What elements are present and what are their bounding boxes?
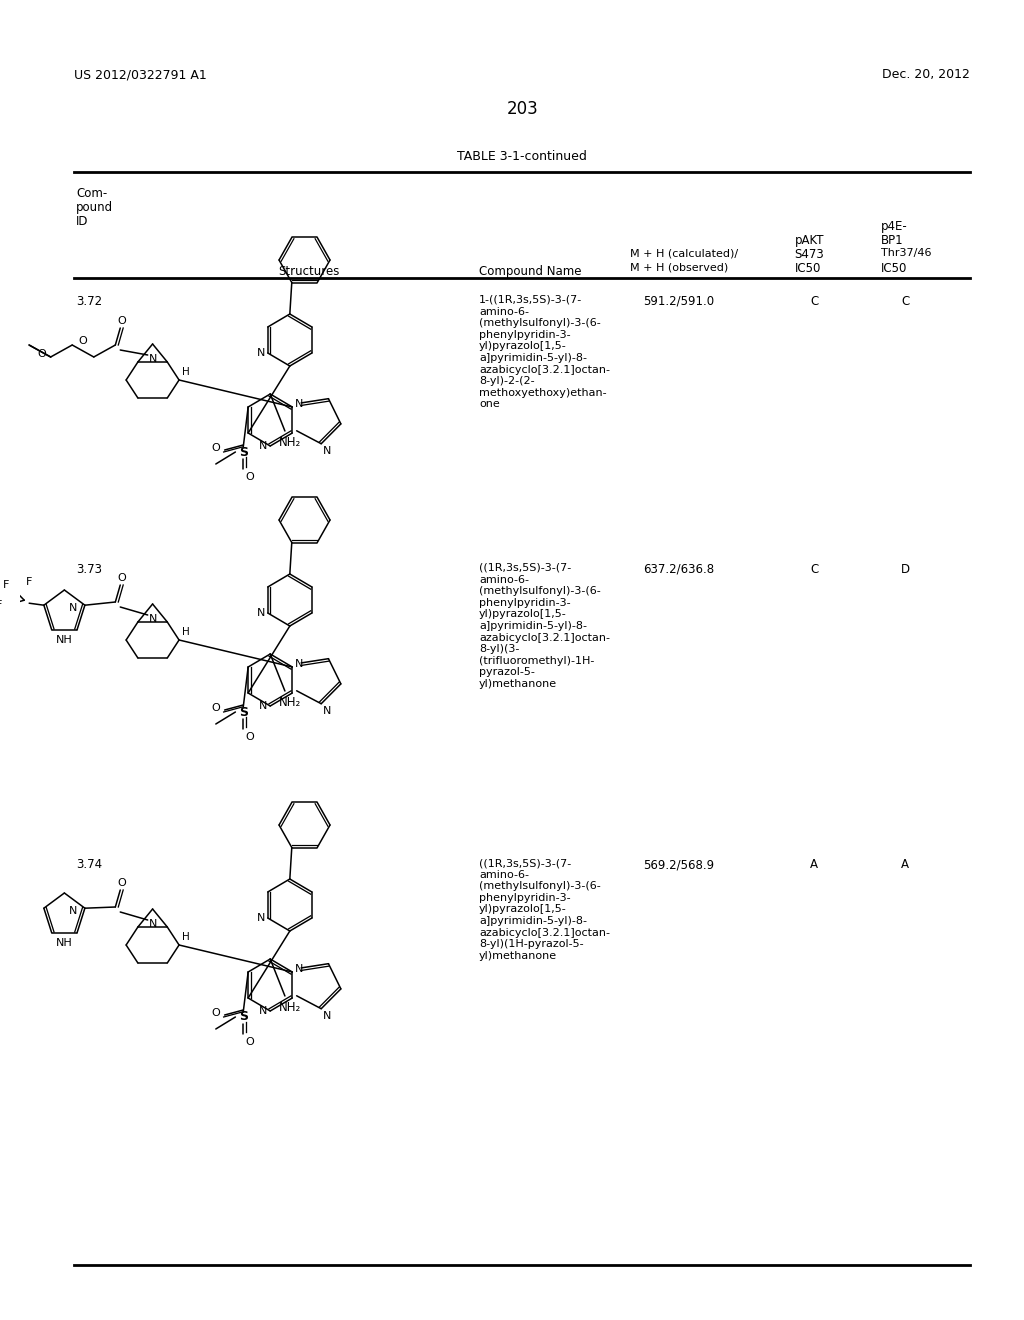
Text: N: N	[148, 614, 157, 624]
Text: N: N	[324, 706, 332, 715]
Text: 3.72: 3.72	[76, 294, 102, 308]
Text: N: N	[69, 907, 77, 916]
Text: O: O	[211, 704, 220, 713]
Text: N: N	[259, 701, 267, 711]
Text: 1-((1R,3s,5S)-3-(7-
amino-6-
(methylsulfonyl)-3-(6-
phenylpyridin-3-
yl)pyrazolo: 1-((1R,3s,5S)-3-(7- amino-6- (methylsulf…	[479, 294, 610, 409]
Text: NH₂: NH₂	[279, 436, 301, 449]
Text: S: S	[239, 1011, 248, 1023]
Text: F: F	[26, 577, 33, 587]
Text: O: O	[118, 878, 127, 888]
Text: O: O	[245, 733, 254, 742]
Text: 3.73: 3.73	[76, 564, 102, 576]
Text: N: N	[256, 348, 265, 358]
Text: M + H (calculated)/: M + H (calculated)/	[630, 248, 738, 257]
Text: N: N	[259, 441, 267, 451]
Text: IC50: IC50	[881, 261, 907, 275]
Text: C: C	[901, 294, 909, 308]
Text: S: S	[239, 705, 248, 718]
Text: 203: 203	[506, 100, 538, 117]
Text: N: N	[69, 603, 77, 614]
Text: N: N	[259, 1006, 267, 1016]
Text: H: H	[182, 932, 189, 942]
Text: Com-: Com-	[76, 187, 108, 201]
Text: M + H (observed): M + H (observed)	[630, 261, 728, 272]
Text: F: F	[0, 601, 3, 610]
Text: N: N	[256, 609, 265, 618]
Text: N: N	[295, 399, 303, 409]
Text: ((1R,3s,5S)-3-(7-
amino-6-
(methylsulfonyl)-3-(6-
phenylpyridin-3-
yl)pyrazolo[1: ((1R,3s,5S)-3-(7- amino-6- (methylsulfon…	[479, 858, 610, 961]
Text: H: H	[182, 367, 189, 378]
Text: O: O	[79, 337, 87, 346]
Text: C: C	[810, 294, 818, 308]
Text: O: O	[118, 573, 127, 583]
Text: A: A	[901, 858, 909, 871]
Text: ((1R,3s,5S)-3-(7-
amino-6-
(methylsulfonyl)-3-(6-
phenylpyridin-3-
yl)pyrazolo[1: ((1R,3s,5S)-3-(7- amino-6- (methylsulfon…	[479, 564, 610, 689]
Text: NH₂: NH₂	[279, 696, 301, 709]
Text: N: N	[324, 446, 332, 455]
Text: O: O	[245, 473, 254, 482]
Text: NH: NH	[55, 635, 72, 644]
Text: N: N	[295, 659, 303, 669]
Text: N: N	[256, 913, 265, 923]
Text: 591.2/591.0: 591.2/591.0	[643, 294, 715, 308]
Text: S: S	[239, 446, 248, 458]
Text: N: N	[148, 919, 157, 929]
Text: H: H	[182, 627, 189, 638]
Text: Dec. 20, 2012: Dec. 20, 2012	[883, 69, 970, 81]
Text: O: O	[211, 1008, 220, 1018]
Text: 637.2/636.8: 637.2/636.8	[643, 564, 715, 576]
Text: p4E-: p4E-	[881, 220, 907, 234]
Text: US 2012/0322791 A1: US 2012/0322791 A1	[74, 69, 207, 81]
Text: N: N	[148, 354, 157, 364]
Text: C: C	[810, 564, 818, 576]
Text: Structures: Structures	[279, 265, 340, 279]
Text: Thr37/46: Thr37/46	[881, 248, 932, 257]
Text: IC50: IC50	[795, 261, 821, 275]
Text: pound: pound	[76, 201, 114, 214]
Text: pAKT: pAKT	[795, 234, 824, 247]
Text: O: O	[245, 1038, 254, 1047]
Text: O: O	[37, 348, 46, 359]
Text: N: N	[295, 964, 303, 974]
Text: BP1: BP1	[881, 234, 903, 247]
Text: NH: NH	[55, 937, 72, 948]
Text: D: D	[901, 564, 910, 576]
Text: 3.74: 3.74	[76, 858, 102, 871]
Text: TABLE 3-1-continued: TABLE 3-1-continued	[457, 150, 587, 162]
Text: A: A	[810, 858, 818, 871]
Text: Compound Name: Compound Name	[479, 265, 582, 279]
Text: N: N	[324, 1011, 332, 1020]
Text: F: F	[3, 581, 9, 590]
Text: O: O	[118, 315, 127, 326]
Text: 569.2/568.9: 569.2/568.9	[643, 858, 715, 871]
Text: O: O	[211, 444, 220, 453]
Text: NH₂: NH₂	[279, 1001, 301, 1014]
Text: ID: ID	[76, 215, 89, 228]
Text: S473: S473	[795, 248, 824, 261]
